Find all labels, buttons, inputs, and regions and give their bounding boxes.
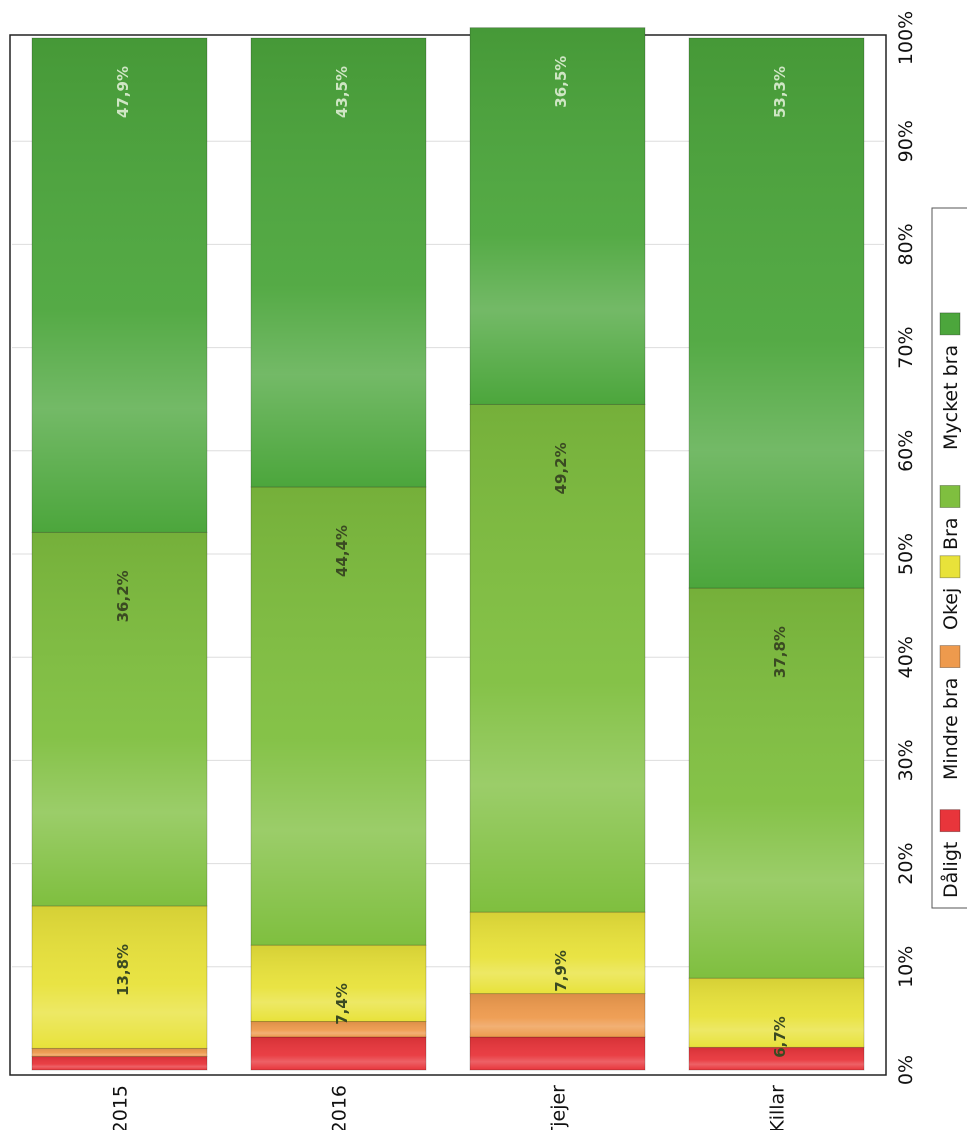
bar-shading bbox=[32, 532, 207, 906]
legend-label-mycket-bra: Mycket bra bbox=[940, 345, 962, 450]
legend: Dåligt Mindre bra Okej Bra Mycket bra bbox=[931, 207, 967, 909]
data-label: 49,2% bbox=[552, 442, 570, 494]
category-label: Tjejer bbox=[548, 1085, 570, 1130]
category-axis: 2015 2016 Tjejer Killar bbox=[110, 1085, 789, 1134]
bar-shading bbox=[251, 486, 426, 946]
category-label: Killar bbox=[767, 1085, 789, 1130]
legend-swatch-d-ligt bbox=[939, 809, 961, 833]
data-labels: 13,8% 36,2% 47,9% 7,4% 44,4% 43,5% 7,9% 49,2% 36… bbox=[114, 56, 789, 1058]
tick-label: 100% bbox=[895, 11, 917, 65]
legend-swatch-mindre-bra bbox=[939, 645, 961, 668]
legend-swatch-okej bbox=[939, 555, 961, 579]
bar-shading bbox=[689, 978, 864, 1048]
bar-shading bbox=[689, 588, 864, 979]
data-label: 44,4% bbox=[333, 525, 351, 577]
bar-shading bbox=[470, 993, 645, 1037]
tick-label: 70% bbox=[895, 326, 917, 368]
bar-shading bbox=[251, 1036, 426, 1070]
plot-area-frame bbox=[9, 34, 887, 1076]
value-axis: 0% 10% 20% 30% 40% 50% 60% 70% 80% 90% 100% bbox=[895, 11, 917, 1085]
legend-swatch-bra bbox=[939, 485, 961, 508]
tick-label: 0% bbox=[895, 1055, 917, 1085]
bar-shading bbox=[470, 27, 645, 405]
bars bbox=[31, 27, 865, 1071]
tick-label: 30% bbox=[895, 739, 917, 781]
bar-shading bbox=[689, 1047, 864, 1070]
tick-label: 50% bbox=[895, 533, 917, 575]
data-label: 36,5% bbox=[552, 56, 570, 108]
legend-label-mindre-bra: Mindre bra bbox=[940, 678, 962, 780]
legend-label-okej: Okej bbox=[940, 588, 962, 630]
bar-shading bbox=[470, 1036, 645, 1070]
tick-label: 90% bbox=[895, 120, 917, 162]
data-label: 37,8% bbox=[771, 626, 789, 678]
bar-shading bbox=[251, 945, 426, 1022]
legend-label-bra: Bra bbox=[940, 518, 962, 551]
tick-label: 20% bbox=[895, 842, 917, 884]
tick-label: 60% bbox=[895, 430, 917, 472]
bar-shading bbox=[32, 38, 207, 533]
bar-shading bbox=[32, 905, 207, 1049]
data-label: 13,8% bbox=[114, 944, 132, 996]
data-label: 36,2% bbox=[114, 570, 132, 622]
bar-shading bbox=[689, 38, 864, 589]
data-label: 7,4% bbox=[333, 983, 351, 1025]
bar-shading bbox=[251, 1021, 426, 1037]
legend-swatch-mycket-bra bbox=[939, 312, 961, 336]
bar-shading bbox=[251, 37, 426, 487]
bar-shading bbox=[470, 912, 645, 994]
data-label: 7,9% bbox=[552, 950, 570, 992]
bar-shading bbox=[32, 1056, 207, 1070]
bar-shading bbox=[470, 404, 645, 913]
category-label: 2016 bbox=[329, 1085, 351, 1130]
bar-shading bbox=[32, 1048, 207, 1057]
data-label: 47,9% bbox=[114, 66, 132, 118]
data-label: 43,5% bbox=[333, 66, 351, 118]
tick-label: 40% bbox=[895, 636, 917, 678]
legend-label-d-ligt: Dåligt bbox=[939, 842, 962, 898]
category-label: 2015 bbox=[110, 1085, 132, 1130]
data-label: 53,3% bbox=[771, 66, 789, 118]
tick-label: 10% bbox=[895, 946, 917, 988]
data-label: 6,7% bbox=[771, 1016, 789, 1058]
tick-label: 80% bbox=[895, 223, 917, 265]
